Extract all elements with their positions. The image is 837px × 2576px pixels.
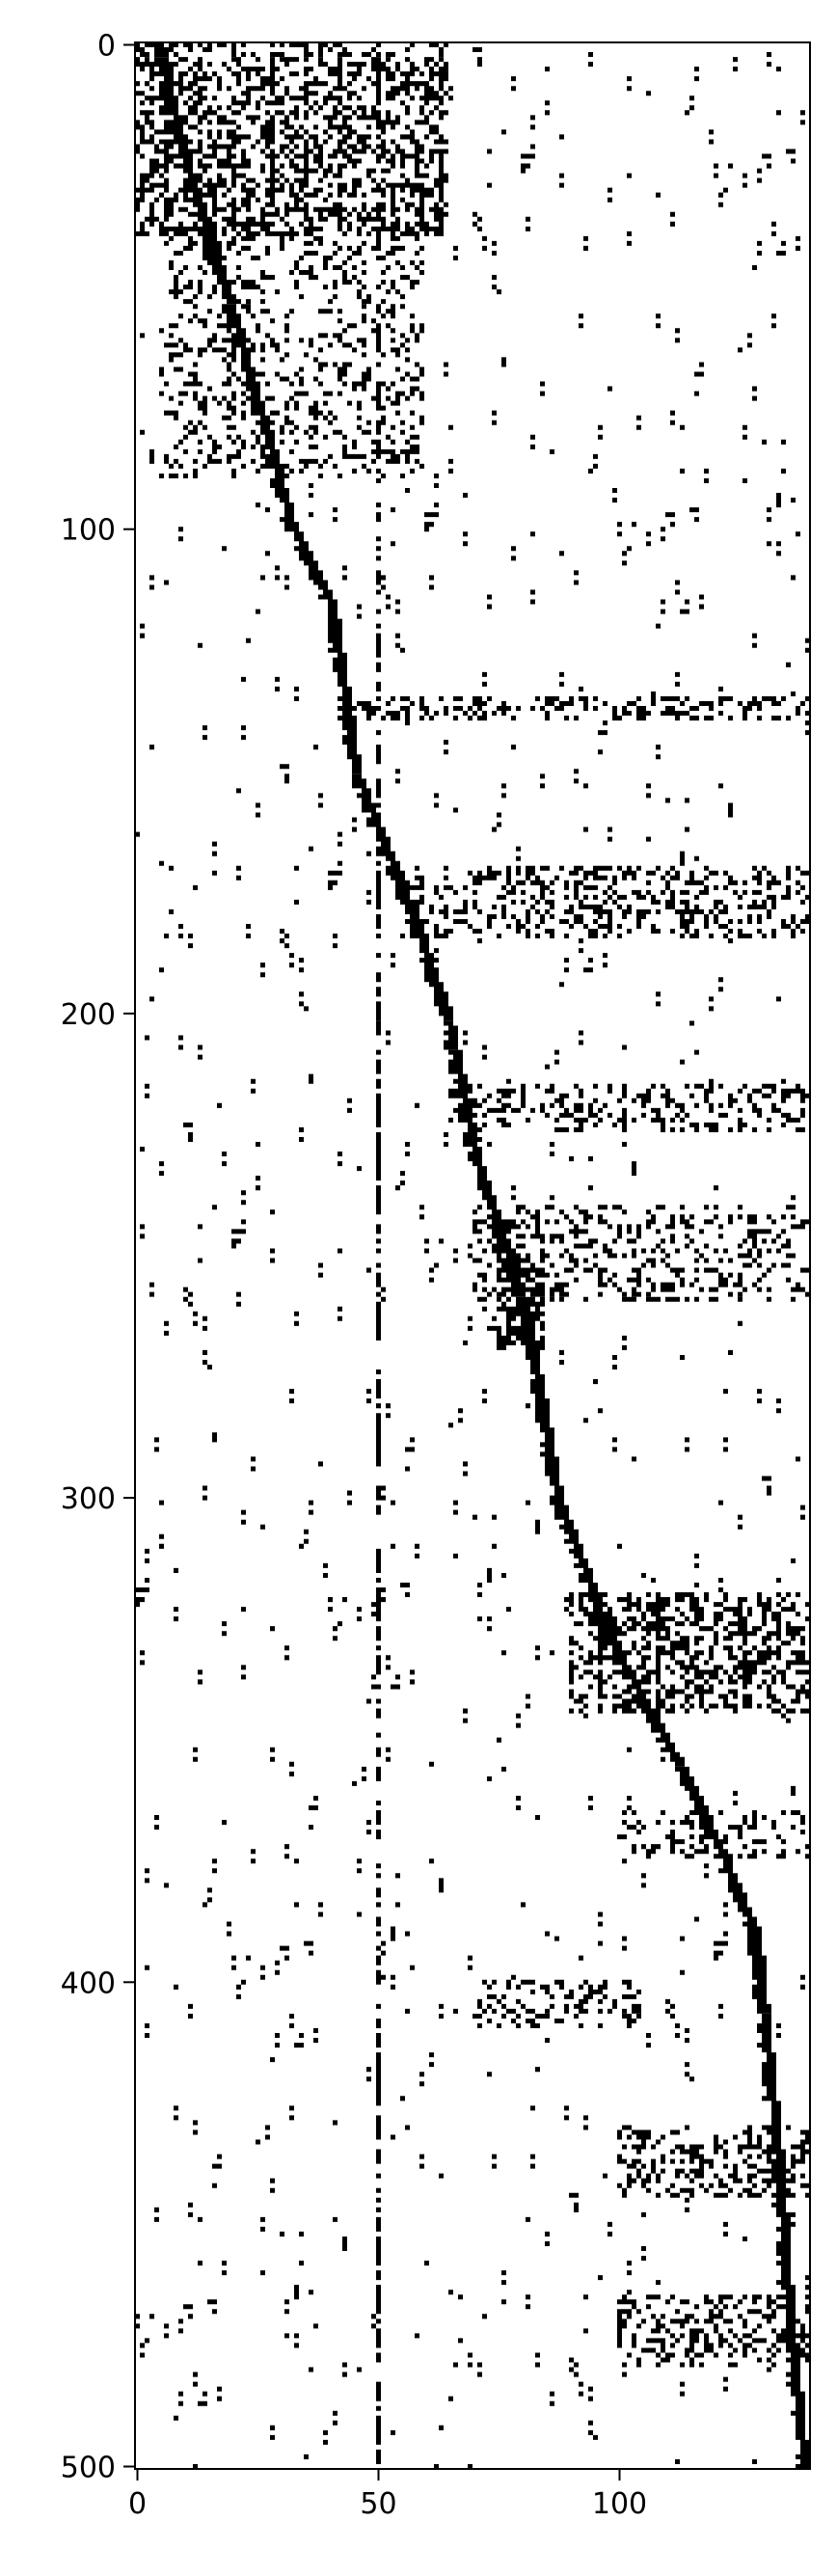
nonzero-cells	[135, 42, 810, 2469]
y-tick-label: 400	[61, 1966, 116, 2000]
ticks-layer: 0 50 100 0 100 200 300 400 500	[61, 30, 647, 2521]
y-tick-label: 100	[61, 514, 116, 548]
nonzero-cells-layer	[135, 42, 810, 2469]
x-tick-label: 0	[128, 2487, 147, 2521]
axes-frame	[134, 41, 811, 2470]
y-tick-label: 500	[61, 2451, 116, 2484]
x-tick-label: 50	[360, 2487, 396, 2521]
x-tick-label: 100	[592, 2487, 647, 2521]
y-tick-label: 0	[97, 30, 116, 64]
y-tick-label: 200	[61, 998, 116, 1032]
y-tick-label: 300	[61, 1482, 116, 1516]
